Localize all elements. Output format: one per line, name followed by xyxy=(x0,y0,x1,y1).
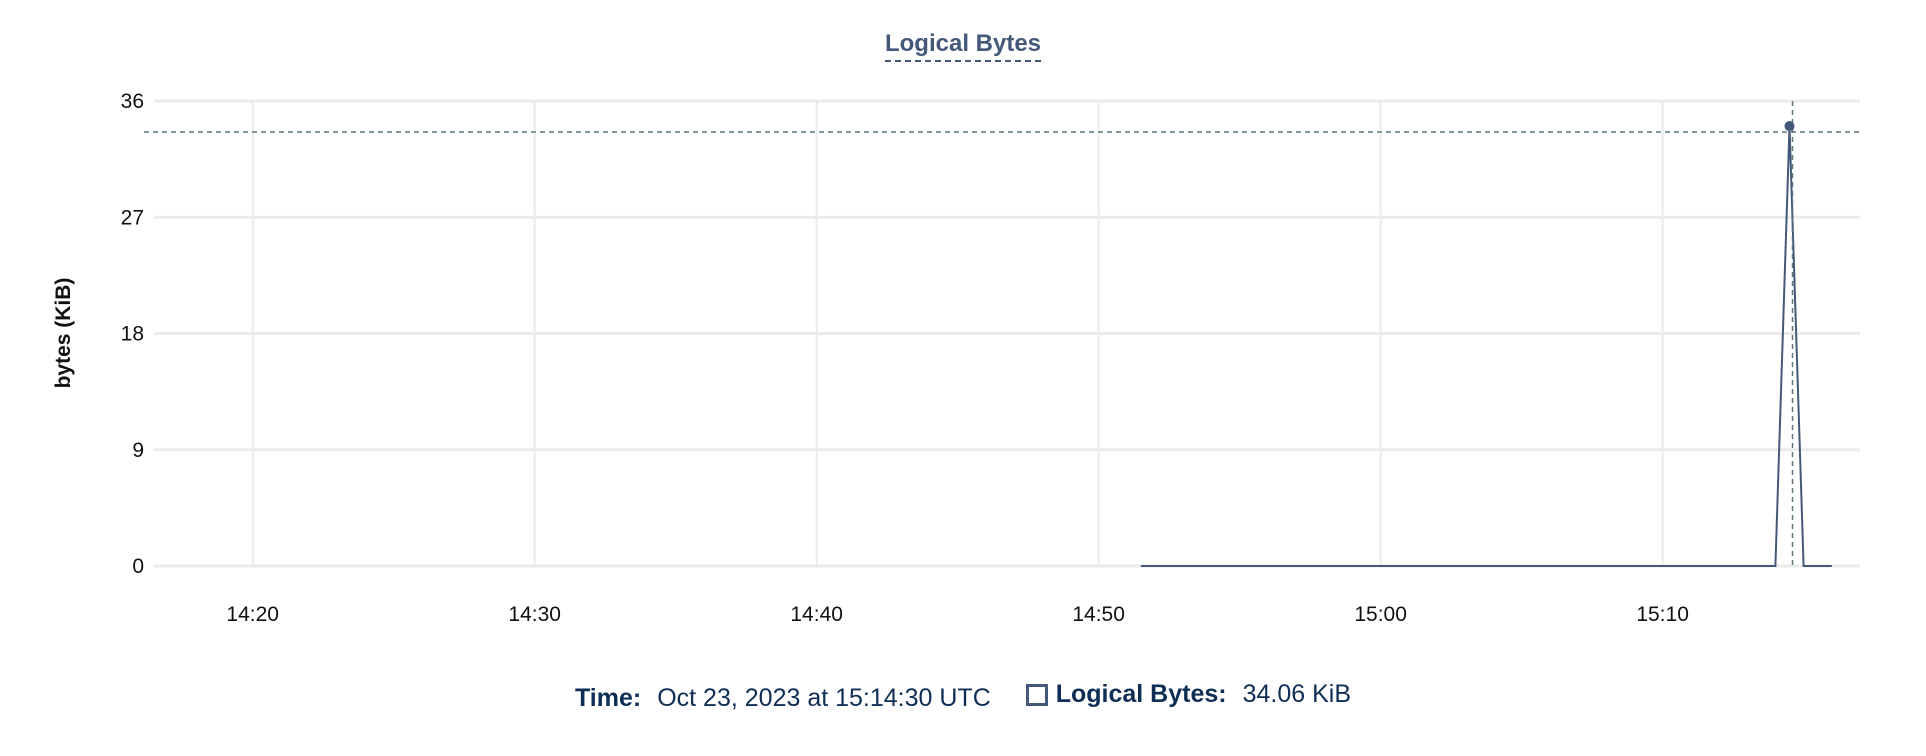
hover-data-point xyxy=(1784,121,1795,132)
x-tick-label: 14:50 xyxy=(1072,603,1125,626)
series-line xyxy=(1140,126,1832,567)
series-label: Logical Bytes: xyxy=(1055,680,1227,708)
legend-readout: Time: Oct 23, 2023 at 15:14:30 UTC Logic… xyxy=(0,680,1926,713)
y-axis-label: bytes (KiB) xyxy=(52,278,75,389)
time-value: Oct 23, 2023 at 15:14:30 UTC xyxy=(657,683,991,712)
x-tick-label: 14:20 xyxy=(226,603,279,626)
x-tick-label: 14:30 xyxy=(508,603,561,626)
y-tick-label: 0 xyxy=(132,555,144,578)
x-tick-label: 15:10 xyxy=(1636,603,1689,626)
y-tick-label: 9 xyxy=(132,439,144,462)
x-tick-label: 15:00 xyxy=(1354,603,1407,626)
y-tick-label: 27 xyxy=(121,206,144,229)
time-label: Time: xyxy=(574,683,642,712)
legend-time: Time: Oct 23, 2023 at 15:14:30 UTC xyxy=(575,684,991,713)
x-tick-label: 14:40 xyxy=(790,603,843,626)
y-tick-label: 18 xyxy=(121,323,144,346)
series-value: 34.06 KiB xyxy=(1242,680,1352,708)
chart-title-text: Logical Bytes xyxy=(884,30,1042,62)
legend-series[interactable]: Logical Bytes: 34.06 KiB xyxy=(1025,680,1352,709)
chart-title: Logical Bytes xyxy=(0,30,1926,62)
series-checkbox-icon[interactable] xyxy=(1025,683,1048,706)
y-tick-label: 36 xyxy=(121,90,144,113)
